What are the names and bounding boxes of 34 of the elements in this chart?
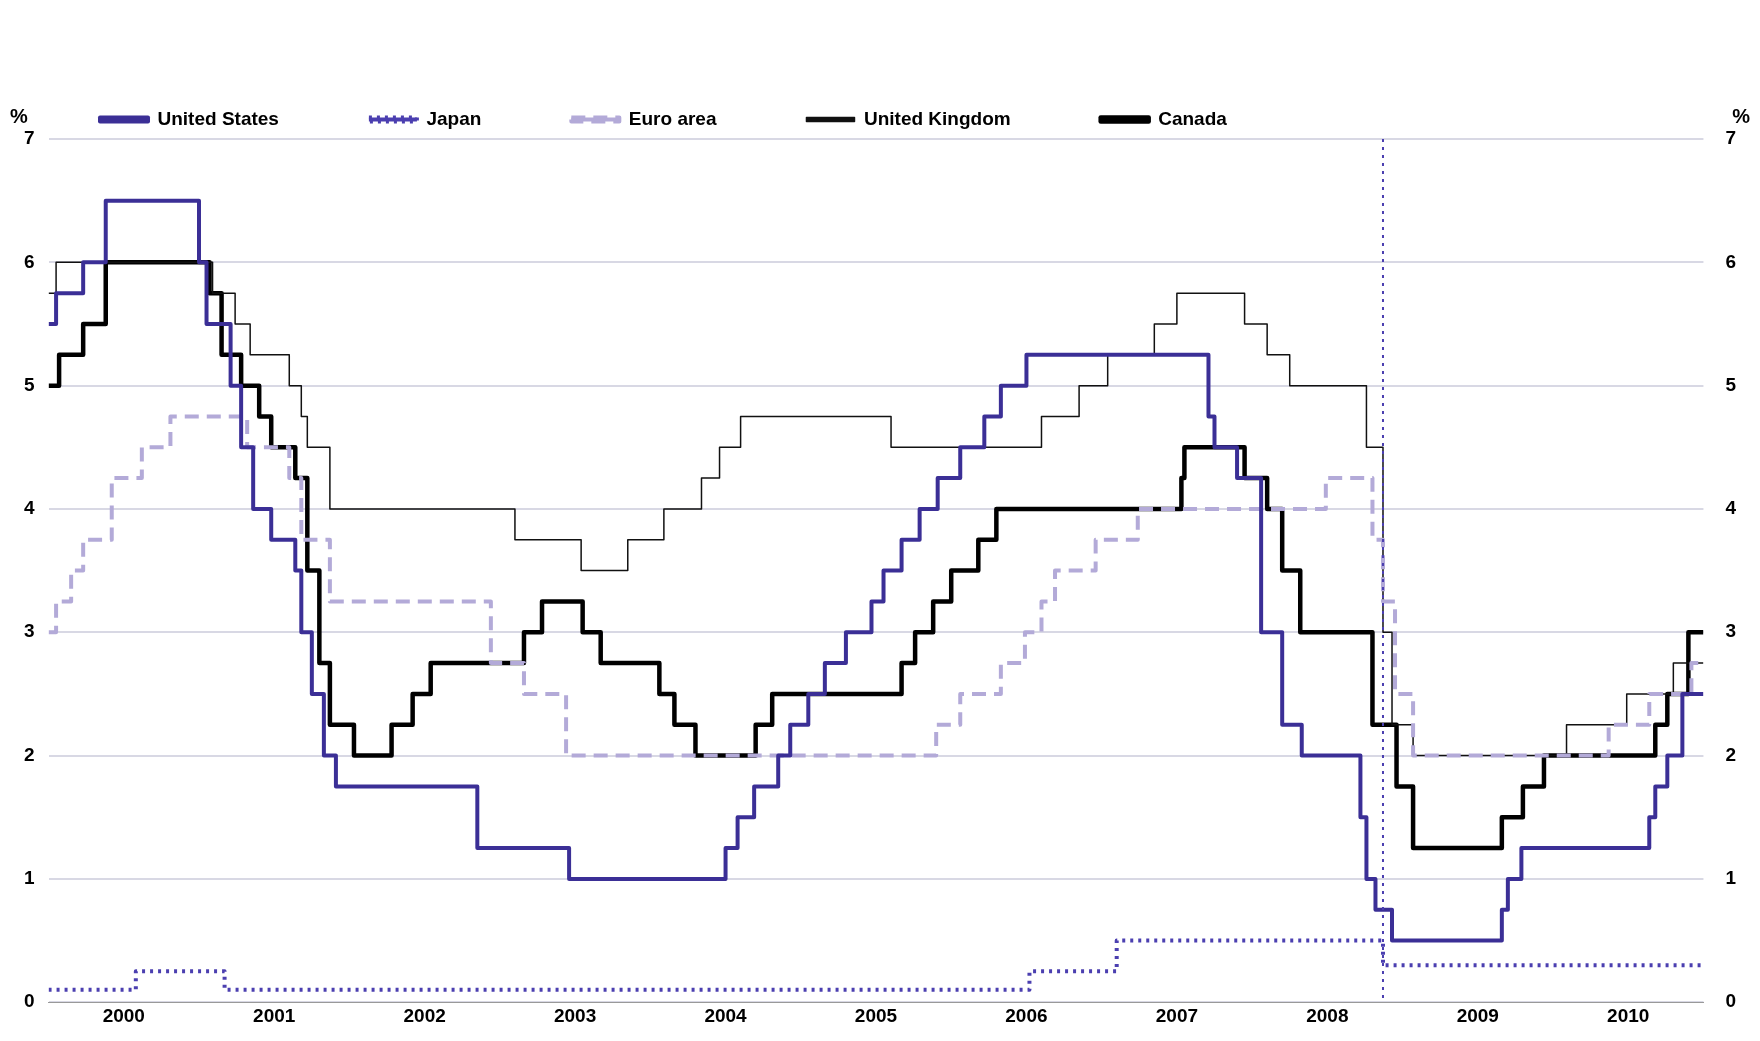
y2-tick-label: 1	[1725, 867, 1737, 889]
y-tick-label: 6	[23, 250, 35, 272]
legend-label: United States	[157, 107, 279, 129]
legend-label: Japan	[426, 107, 482, 129]
x-tick-label: 2010	[1607, 1004, 1650, 1026]
y-tick-label: 0	[23, 990, 35, 1012]
legend-label: Euro area	[628, 107, 717, 129]
x-tick-label: 2002	[403, 1004, 446, 1026]
x-tick-label: 2007	[1155, 1004, 1199, 1026]
y2-tick-label: 4	[1725, 497, 1737, 519]
y-tick-label: 7	[23, 127, 35, 149]
x-tick-label: 2009	[1456, 1004, 1499, 1026]
x-tick-label: 2003	[553, 1004, 597, 1026]
x-tick-label: 2008	[1306, 1004, 1349, 1026]
x-tick-label: 2006	[1005, 1004, 1048, 1026]
y2-tick-label: 0	[1725, 990, 1737, 1012]
y2-tick-label: 5	[1725, 373, 1737, 395]
x-tick-label: 2005	[854, 1004, 898, 1026]
y-tick-label: 5	[23, 373, 35, 395]
y-tick-label: 4	[23, 497, 35, 519]
y-tick-label: 1	[23, 867, 35, 889]
y-axis-title: %	[10, 104, 28, 127]
legend-label: Canada	[1158, 107, 1228, 129]
y2-axis-title: %	[1732, 104, 1751, 127]
x-tick-label: 2000	[102, 1004, 145, 1026]
x-tick-label: 2004	[704, 1004, 748, 1026]
y-tick-label: 2	[23, 743, 35, 765]
legend-label: United Kingdom	[863, 107, 1011, 129]
y2-tick-label: 3	[1725, 620, 1737, 642]
y-tick-label: 3	[23, 620, 35, 642]
y2-tick-label: 6	[1725, 250, 1737, 272]
x-tick-label: 2001	[253, 1004, 296, 1026]
y2-tick-label: 2	[1725, 743, 1737, 765]
y2-tick-label: 7	[1725, 127, 1737, 149]
